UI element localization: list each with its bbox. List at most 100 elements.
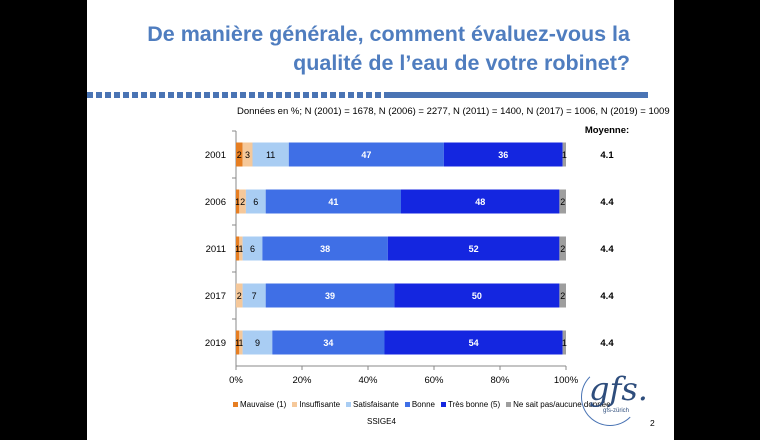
legend-label: Bonne [411,400,435,409]
bar-segment [262,236,388,261]
bar-segment [384,330,563,355]
bar-segment [242,330,273,355]
data-label: 9 [255,338,260,348]
bar-segment [288,142,444,167]
legend-label: Insuffisante [299,400,341,409]
data-label: 2 [560,291,565,301]
gfs-logo: gfs. gfs-zürich [581,368,648,426]
data-label: 2 [560,244,565,254]
bar-segment [242,283,266,308]
legend-label: Ne sait pas/aucune donnée [513,400,611,409]
category-label: 2006 [205,197,226,208]
x-tick-label: 60% [424,375,444,386]
bar-segment [562,330,566,355]
data-label: 47 [361,150,371,160]
bar-segment [242,142,253,167]
legend-item: Bonne [404,400,435,409]
data-label: 39 [325,291,335,301]
legend-item: Ne sait pas/aucune donnée [506,400,611,409]
data-label: 6 [253,197,258,207]
category-label: 2019 [205,338,226,349]
slide: De manière générale, comment évaluez-vou… [87,0,674,440]
sample-note: Données en %; N (2001) = 1678, N (2006) … [237,106,670,117]
bar-segment [559,236,566,261]
x-tick-label: 40% [358,375,378,386]
bar-segment [394,283,560,308]
data-label: 7 [252,291,257,301]
legend-item: Satisfaisante [346,400,399,409]
legend-item: Très bonne (5) [440,400,501,409]
bar-segment [236,189,240,214]
data-label: 1 [235,338,240,348]
average-value: 4.4 [600,197,614,208]
data-label: 1 [238,338,243,348]
data-label: 41 [328,197,338,207]
title-divider-solid [387,92,648,98]
data-label: 1 [235,197,240,207]
data-label: 50 [472,291,482,301]
data-label: 11 [266,150,275,160]
average-value: 4.4 [600,338,614,349]
data-label: 1 [238,244,243,254]
bar-segment [252,142,289,167]
data-label: 2 [240,197,245,207]
bar-segment [245,189,266,214]
data-label: 3 [245,150,250,160]
data-label: 36 [498,150,508,160]
bar-segment [236,236,240,261]
category-label: 2017 [205,291,226,302]
data-label: 48 [475,197,485,207]
bar-segment [236,142,243,167]
bar-segment [242,236,263,261]
x-tick-label: 20% [292,375,312,386]
data-label: 1 [562,150,567,160]
average-value: 4.4 [600,244,614,255]
bar-segment [562,142,566,167]
slide-title: De manière générale, comment évaluez-vou… [110,20,630,78]
data-label: 2 [560,197,565,207]
bar-segment [265,189,401,214]
bar-segment [236,330,240,355]
logo-subtext: gfs-zürich [603,408,630,414]
bar-segment [236,283,243,308]
data-label: 54 [469,338,479,348]
bar-segment [401,189,560,214]
data-label: 52 [469,244,479,254]
legend-item: Mauvaise (1) [233,400,286,409]
data-label: 6 [250,244,255,254]
x-tick-label: 80% [490,375,510,386]
legend-label: Très bonne (5) [447,400,501,409]
legend-swatch [346,402,352,407]
x-tick-label: 100% [554,375,579,386]
bar-segment [443,142,563,167]
average-value: 4.1 [600,150,614,161]
legend-label: Satisfaisante [353,400,399,409]
bar-segment [239,236,243,261]
average-value: 4.4 [600,291,614,302]
legend-swatch [292,402,298,407]
bar-segment [387,236,560,261]
legend-label: Mauvaise (1) [240,400,287,409]
title-line-1: De manière générale, comment évaluez-vou… [147,22,630,46]
data-label: 1 [562,338,567,348]
category-label: 2011 [206,244,226,255]
legend-item: Insuffisante [292,400,340,409]
legend-swatch [404,402,410,407]
legend-swatch [440,402,446,407]
data-label: 2 [237,291,242,301]
data-label: 2 [237,150,242,160]
bar-segment [239,189,246,214]
bar-segment [559,283,566,308]
legend-swatch [233,402,238,407]
data-label: 1 [235,244,240,254]
title-divider [87,92,648,98]
bar-segment [272,330,385,355]
logo-text: gfs. [589,370,648,408]
category-label: 2001 [205,150,226,161]
data-label: 38 [320,244,330,254]
bar-segment [559,189,566,214]
source-label: SSIGE4 [367,417,396,426]
page-number: 2 [650,418,655,428]
data-label: 34 [323,338,333,348]
